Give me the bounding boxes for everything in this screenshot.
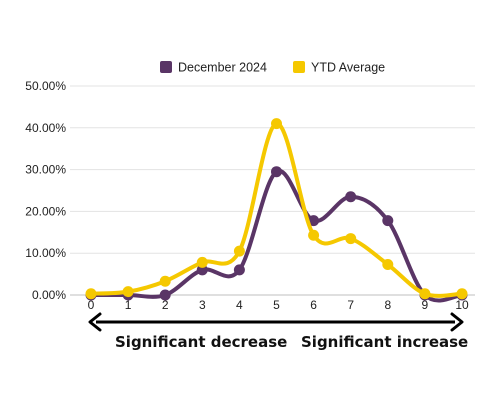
series-ytd-average <box>85 118 468 300</box>
legend-label-december-2024: December 2024 <box>178 61 267 75</box>
data-point-ytd-average <box>382 258 394 270</box>
series-lines <box>85 118 468 303</box>
data-point-ytd-average <box>271 118 282 130</box>
data-point-ytd-average <box>122 286 134 298</box>
y-tick-label: 10.00% <box>25 246 66 260</box>
x-tick-label: 3 <box>199 298 206 312</box>
series-line-ytd-average <box>89 121 464 298</box>
legend-swatch-december-2024 <box>160 61 172 73</box>
data-point-ytd-average <box>196 256 208 268</box>
legend: December 2024 YTD Average <box>160 61 385 75</box>
annotation-significant-decrease: Significant decrease <box>115 333 287 351</box>
legend-label-ytd-average: YTD Average <box>311 61 385 75</box>
x-tick-label: 5 <box>273 298 280 312</box>
y-tick-label: 0.00% <box>32 288 66 302</box>
x-tick-label: 0 <box>88 298 95 312</box>
x-tick-label: 10 <box>455 298 469 312</box>
gridlines <box>70 85 475 296</box>
data-point-december-2024 <box>308 215 320 227</box>
data-point-ytd-average <box>85 288 97 300</box>
y-axis-ticks: 0.00% 10.00% 20.00% 30.00% 40.00% 50.00% <box>25 79 66 302</box>
x-tick-label: 6 <box>310 298 317 312</box>
double-headed-arrow <box>88 312 464 332</box>
data-point-ytd-average <box>233 245 245 257</box>
y-tick-label: 50.00% <box>25 79 66 93</box>
data-point-ytd-average <box>456 288 468 300</box>
series-december-2024 <box>85 166 468 303</box>
x-tick-label: 9 <box>422 298 429 312</box>
data-point-december-2024 <box>233 264 245 276</box>
x-tick-label: 2 <box>162 298 169 312</box>
data-point-december-2024 <box>159 289 171 301</box>
x-tick-label: 1 <box>125 298 132 312</box>
data-point-december-2024 <box>271 166 282 178</box>
annotation-significant-increase: Significant increase <box>301 333 468 351</box>
y-tick-label: 40.00% <box>25 121 66 135</box>
x-tick-label: 4 <box>236 298 243 312</box>
x-tick-label: 7 <box>347 298 354 312</box>
data-point-ytd-average <box>159 275 171 287</box>
data-point-december-2024 <box>196 264 208 276</box>
data-point-ytd-average <box>345 233 357 245</box>
x-tick-label: 8 <box>384 298 391 312</box>
x-axis-ticks: 0 1 2 3 4 5 6 7 8 9 10 <box>88 298 469 312</box>
data-point-ytd-average <box>308 229 320 241</box>
y-tick-label: 20.00% <box>25 204 66 218</box>
legend-swatch-ytd-average <box>293 61 305 73</box>
data-point-december-2024 <box>345 191 357 203</box>
data-point-december-2024 <box>382 215 394 227</box>
y-tick-label: 30.00% <box>25 163 66 177</box>
data-point-ytd-average <box>419 288 431 300</box>
